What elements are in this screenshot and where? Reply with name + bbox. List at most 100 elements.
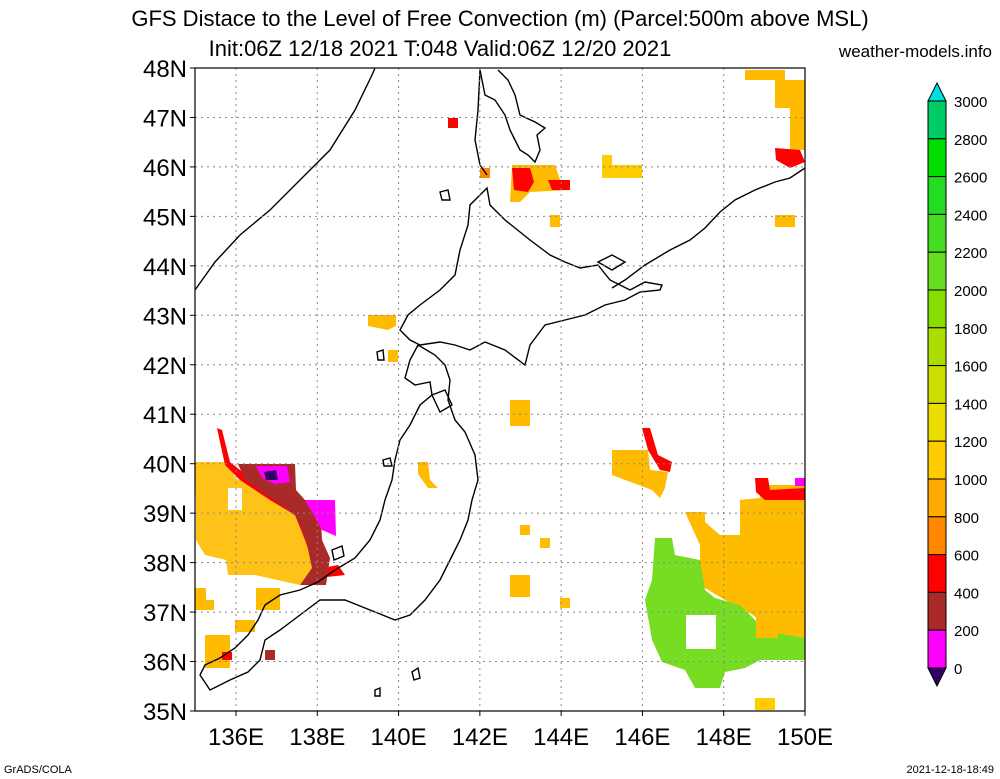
coastline-sakhalin-sw [474, 69, 488, 176]
field-patch-small [195, 588, 214, 610]
field-hole [228, 488, 242, 510]
lat-label: 43N [143, 303, 187, 330]
field-patch-small [235, 620, 255, 632]
colorbar-swatch [927, 516, 947, 556]
field-patch-southeast-green [645, 538, 805, 688]
colorbar-label: 1000 [954, 472, 987, 489]
lon-label: 140E [371, 724, 427, 751]
field-patch-east [642, 428, 672, 472]
field-patch-japan-sea-magenta [256, 466, 336, 536]
lon-label: 138E [289, 724, 345, 751]
colorbar-label: 2000 [954, 283, 987, 300]
lat-label: 39N [143, 501, 187, 528]
colorbar-label: 0 [954, 661, 962, 678]
field-hole [686, 615, 716, 649]
colorbar-swatch [927, 251, 947, 291]
field-hole [756, 612, 778, 638]
colorbar-swatch [927, 440, 947, 480]
lat-label: 44N [143, 254, 187, 281]
lfc-field [195, 70, 805, 710]
lat-label: 36N [143, 650, 187, 677]
coastline-honshu [199, 344, 479, 691]
lat-label: 35N [143, 699, 187, 726]
coastline-rishiri [439, 189, 451, 201]
graticule [195, 68, 805, 711]
lat-label: 45N [143, 204, 187, 231]
colorbar-label: 1800 [954, 321, 987, 338]
coastline-izu [374, 666, 421, 697]
field-patch-small [520, 525, 530, 535]
lat-label: 47N [143, 105, 187, 132]
lat-label: 46N [143, 155, 187, 182]
footer-timestamp: 2021-12-18-18:49 [906, 764, 994, 776]
field-patch-small [265, 650, 275, 660]
coastline-kuril [611, 167, 806, 289]
colorbar-swatch [927, 138, 947, 178]
field-patch-small [418, 462, 438, 488]
site-credit[interactable]: weather-models.info [838, 42, 992, 61]
field-patch-small [256, 588, 280, 610]
coastline-sakhalin [479, 69, 547, 164]
colorbar-swatch [927, 100, 947, 140]
field-patch-small [510, 400, 530, 426]
chart-title: GFS Distace to the Level of Free Convect… [131, 6, 869, 31]
colorbar-top-arrow [927, 81, 947, 102]
colorbar: 3000280026002400220020001800160014001200… [927, 81, 987, 688]
coastline [194, 67, 806, 697]
field-hole [196, 565, 216, 585]
footer-credit: GrADS/COLA [4, 764, 72, 776]
colorbar-label: 3000 [954, 94, 987, 111]
field-patch-japan-sea-orange [195, 462, 318, 585]
lat-label: 48N [143, 56, 187, 83]
coastline-mainland [194, 67, 376, 291]
field-patch-japan-sea-brown [238, 464, 330, 585]
coastline-peninsula [431, 389, 453, 413]
field-patch-small [775, 215, 795, 227]
lon-label: 148E [696, 724, 752, 751]
colorbar-label: 1600 [954, 359, 987, 376]
field-patch-small [448, 118, 458, 128]
colorbar-label: 2400 [954, 207, 987, 224]
field-patch-southeast-yellow [685, 485, 805, 640]
lon-label: 150E [777, 724, 833, 751]
field-patch-small [755, 698, 775, 710]
colorbar-swatch [927, 478, 947, 518]
field-patch-small [550, 215, 560, 227]
lat-label: 38N [143, 551, 187, 578]
longitude-labels: 136E 138E 140E 142E 144E 146E 148E 150E [208, 711, 833, 751]
colorbar-bottom-arrow [927, 667, 947, 688]
lon-label: 136E [208, 724, 264, 751]
field-patch-small [510, 575, 530, 597]
lon-label: 146E [614, 724, 670, 751]
lat-label: 41N [143, 402, 187, 429]
lat-label: 40N [143, 452, 187, 479]
colorbar-swatch [927, 176, 947, 215]
field-patch-east [612, 450, 668, 498]
colorbar-swatch [927, 554, 947, 593]
field-patch-small [388, 350, 398, 362]
map-frame [194, 67, 806, 712]
colorbar-label: 1400 [954, 396, 987, 413]
field-patch-small [368, 315, 396, 330]
field-patch-small [540, 538, 550, 548]
colorbar-swatch [927, 289, 947, 329]
coastline-kuril-2 [596, 254, 627, 271]
colorbar-label: 800 [954, 510, 979, 527]
lat-label: 37N [143, 600, 187, 627]
field-patch-top-right [775, 148, 805, 168]
colorbar-swatch [927, 327, 947, 367]
field-patch-small [560, 598, 570, 608]
colorbar-label: 200 [954, 623, 979, 640]
field-patch-top-right [745, 70, 805, 150]
colorbar-label: 2600 [954, 170, 987, 187]
field-patch-japan-sea-purple [264, 470, 278, 480]
lon-label: 144E [533, 724, 589, 751]
colorbar-swatch [927, 213, 947, 253]
coastline-oki [382, 457, 393, 467]
field-patch-small [222, 652, 232, 660]
coastline-okushiri [376, 349, 385, 361]
colorbar-label: 2800 [954, 132, 987, 149]
lon-label: 142E [452, 724, 508, 751]
colorbar-swatch [927, 365, 947, 404]
